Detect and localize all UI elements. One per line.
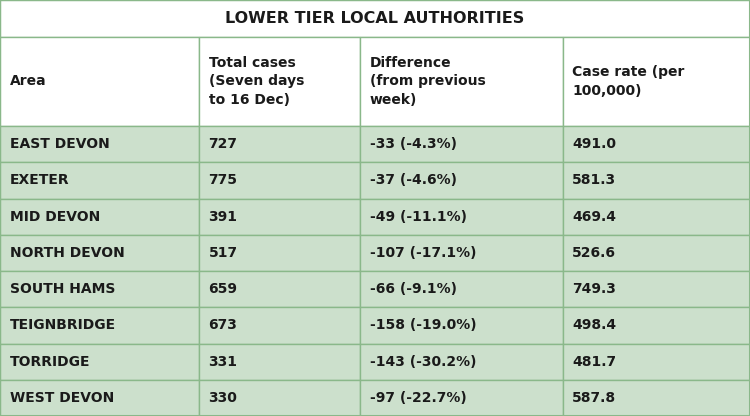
Bar <box>562 344 750 380</box>
Bar <box>562 162 750 198</box>
Text: -97 (-22.7%): -97 (-22.7%) <box>370 391 466 405</box>
Text: Case rate (per
100,000): Case rate (per 100,000) <box>572 65 685 97</box>
Bar <box>562 37 750 126</box>
Bar <box>199 235 360 271</box>
Text: 775: 775 <box>209 173 238 188</box>
Text: MID DEVON: MID DEVON <box>10 210 100 224</box>
Text: TEIGNBRIDGE: TEIGNBRIDGE <box>10 318 115 332</box>
Bar <box>360 344 562 380</box>
Bar <box>0 198 199 235</box>
Bar <box>360 37 562 126</box>
Bar <box>0 0 750 37</box>
Bar <box>0 162 199 198</box>
Text: 581.3: 581.3 <box>572 173 616 188</box>
Bar <box>199 162 360 198</box>
Text: 469.4: 469.4 <box>572 210 616 224</box>
Bar <box>199 271 360 307</box>
Text: -143 (-30.2%): -143 (-30.2%) <box>370 354 476 369</box>
Text: -49 (-11.1%): -49 (-11.1%) <box>370 210 466 224</box>
Text: -107 (-17.1%): -107 (-17.1%) <box>370 246 476 260</box>
Text: NORTH DEVON: NORTH DEVON <box>10 246 124 260</box>
Text: -158 (-19.0%): -158 (-19.0%) <box>370 318 476 332</box>
Bar <box>360 162 562 198</box>
Bar <box>0 126 199 162</box>
Bar <box>360 380 562 416</box>
Bar <box>562 380 750 416</box>
Text: -66 (-9.1%): -66 (-9.1%) <box>370 282 457 296</box>
Bar <box>199 198 360 235</box>
Bar <box>199 344 360 380</box>
Bar <box>360 126 562 162</box>
Bar <box>0 307 199 344</box>
Bar <box>0 380 199 416</box>
Bar <box>199 126 360 162</box>
Text: 330: 330 <box>209 391 237 405</box>
Bar <box>360 235 562 271</box>
Bar <box>0 344 199 380</box>
Bar <box>562 235 750 271</box>
Text: LOWER TIER LOCAL AUTHORITIES: LOWER TIER LOCAL AUTHORITIES <box>225 11 525 26</box>
Bar <box>199 307 360 344</box>
Text: EXETER: EXETER <box>10 173 69 188</box>
Bar <box>360 198 562 235</box>
Text: Difference
(from previous
week): Difference (from previous week) <box>370 56 485 107</box>
Text: 673: 673 <box>209 318 237 332</box>
Text: 491.0: 491.0 <box>572 137 616 151</box>
Bar <box>199 37 360 126</box>
Text: 659: 659 <box>209 282 238 296</box>
Text: WEST DEVON: WEST DEVON <box>10 391 114 405</box>
Bar <box>562 271 750 307</box>
Text: Total cases
(Seven days
to 16 Dec): Total cases (Seven days to 16 Dec) <box>209 56 304 107</box>
Text: EAST DEVON: EAST DEVON <box>10 137 109 151</box>
Text: 498.4: 498.4 <box>572 318 616 332</box>
Text: -33 (-4.3%): -33 (-4.3%) <box>370 137 457 151</box>
Bar <box>562 307 750 344</box>
Text: 526.6: 526.6 <box>572 246 616 260</box>
Text: 331: 331 <box>209 354 238 369</box>
Text: 517: 517 <box>209 246 238 260</box>
Text: 587.8: 587.8 <box>572 391 616 405</box>
Bar <box>0 37 199 126</box>
Bar <box>360 271 562 307</box>
Text: SOUTH HAMS: SOUTH HAMS <box>10 282 115 296</box>
Bar <box>562 198 750 235</box>
Text: TORRIDGE: TORRIDGE <box>10 354 90 369</box>
Bar <box>0 271 199 307</box>
Text: 727: 727 <box>209 137 238 151</box>
Bar <box>360 307 562 344</box>
Bar <box>199 380 360 416</box>
Text: 481.7: 481.7 <box>572 354 616 369</box>
Bar <box>0 235 199 271</box>
Text: Area: Area <box>10 74 46 88</box>
Text: 391: 391 <box>209 210 238 224</box>
Text: -37 (-4.6%): -37 (-4.6%) <box>370 173 457 188</box>
Bar <box>562 126 750 162</box>
Text: 749.3: 749.3 <box>572 282 616 296</box>
